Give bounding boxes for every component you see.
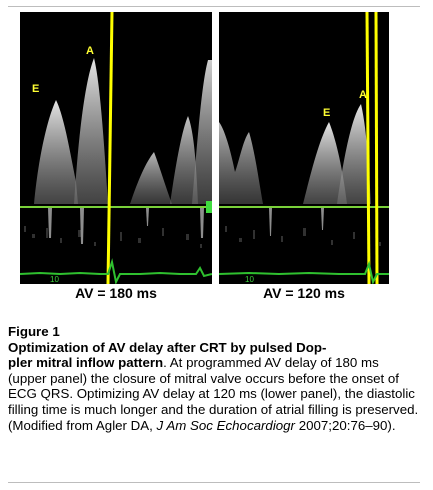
doppler-mid-wave-left bbox=[130, 152, 172, 204]
ecg-trace-left bbox=[20, 258, 212, 284]
av-timing-marker-right-1 bbox=[365, 12, 371, 284]
top-divider bbox=[8, 6, 420, 7]
caption-body-start: . At programmed AV delay of 180 ms (uppe… bbox=[8, 355, 419, 433]
av-timing-marker-left bbox=[106, 12, 114, 284]
doppler-noise-left bbox=[24, 226, 202, 248]
doppler-image-right: E A 10 bbox=[219, 12, 389, 284]
doppler-edge-wave-left-2 bbox=[192, 60, 212, 204]
figure-heading-line1: Optimization of AV delay after CRT by pu… bbox=[8, 339, 327, 355]
caption-body-end: 2007;20:76–90). bbox=[295, 417, 396, 433]
wave-label-a-right: A bbox=[359, 89, 367, 101]
ecg-trace-right bbox=[219, 260, 389, 284]
caption-text: Optimization of AV delay after CRT by pu… bbox=[8, 340, 420, 434]
doppler-e-wave-left bbox=[34, 100, 78, 204]
doppler-edge-wave-left bbox=[170, 116, 198, 204]
panel-label-left: AV = 180 ms bbox=[75, 285, 157, 301]
figure-heading-line2: pler mitral inflow pattern bbox=[8, 355, 164, 371]
av-timing-marker-right-2 bbox=[374, 12, 379, 284]
ecg-tick-label-left: 10 bbox=[50, 275, 59, 284]
doppler-reflections-left bbox=[48, 208, 204, 244]
doppler-first-wave-right bbox=[219, 122, 263, 204]
doppler-a-wave-right bbox=[337, 104, 371, 204]
figure-caption: Figure 1 Optimization of AV delay after … bbox=[8, 324, 420, 433]
doppler-image-left: E A 10 bbox=[20, 12, 212, 284]
panel-label-right: AV = 120 ms bbox=[263, 285, 345, 301]
doppler-a-wave-left bbox=[74, 58, 108, 204]
doppler-reflections-right bbox=[269, 208, 324, 236]
wave-label-e-right: E bbox=[323, 107, 330, 119]
doppler-e-wave-right bbox=[303, 122, 347, 204]
caption-journal: J Am Soc Echocardiogr bbox=[156, 417, 295, 433]
bottom-divider bbox=[8, 482, 420, 483]
figure-heading: Optimization of AV delay after CRT by pu… bbox=[8, 340, 326, 371]
doppler-noise-right bbox=[225, 226, 381, 246]
baseline-marker-left bbox=[206, 201, 212, 213]
doppler-panel-right: E A 10 bbox=[219, 12, 389, 284]
wave-label-a-left: A bbox=[86, 45, 94, 57]
ecg-tick-label-right: 10 bbox=[245, 275, 254, 284]
figure-title: Figure 1 bbox=[8, 324, 60, 339]
doppler-panel-left: E A 10 bbox=[20, 12, 212, 284]
wave-label-e-left: E bbox=[32, 83, 39, 95]
